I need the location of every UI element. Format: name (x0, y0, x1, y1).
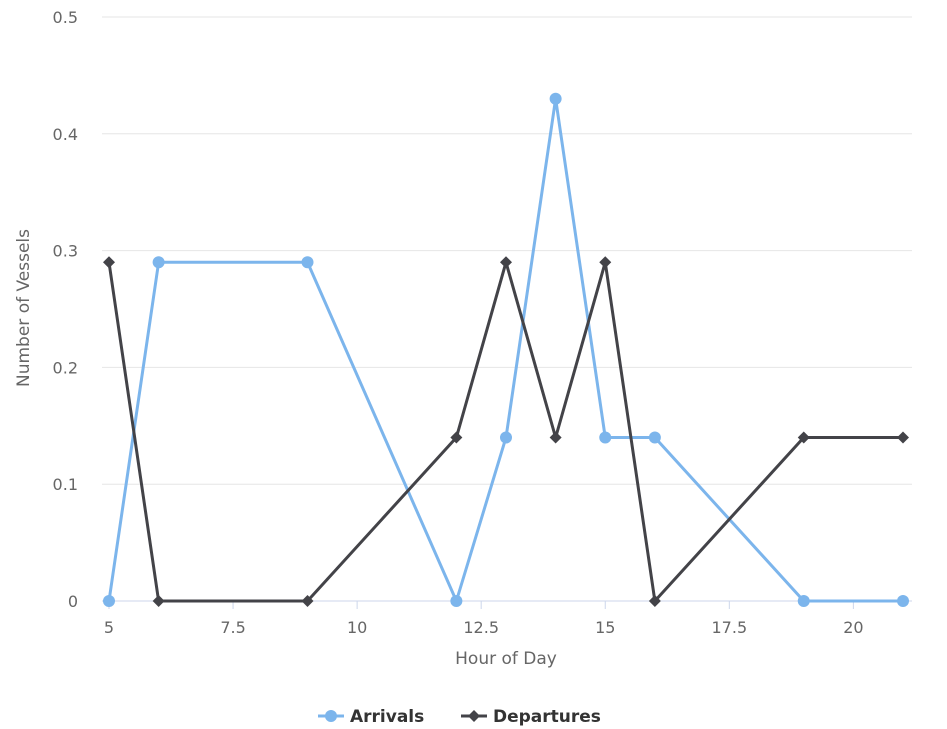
x-tick-label: 20 (843, 618, 863, 637)
y-tick-label: 0 (68, 592, 78, 611)
data-point (450, 595, 462, 607)
x-tick-label: 10 (347, 618, 367, 637)
x-tick-label: 5 (104, 618, 114, 637)
series-layer (103, 93, 909, 607)
legend-item-arrivals[interactable]: Arrivals (318, 707, 424, 727)
data-point (798, 595, 810, 607)
y-tick-label: 0.2 (53, 358, 78, 377)
data-point (550, 431, 562, 443)
legend-marker (325, 710, 337, 722)
x-axis-title: Hour of Day (455, 649, 557, 669)
data-point (599, 256, 611, 268)
series-line (109, 99, 903, 601)
data-point (649, 431, 661, 443)
x-tick-label: 7.5 (220, 618, 245, 637)
y-tick-label: 0.4 (53, 125, 78, 144)
data-point (550, 93, 562, 105)
data-point (500, 256, 512, 268)
data-point (897, 595, 909, 607)
data-point (500, 431, 512, 443)
grid-lines (102, 17, 912, 601)
x-tick-label: 12.5 (463, 618, 499, 637)
legend-marker (468, 710, 480, 722)
legend-label: Departures (493, 707, 601, 727)
data-point (897, 431, 909, 443)
y-axis-title: Number of Vessels (14, 229, 34, 387)
data-point (103, 256, 115, 268)
data-point (599, 431, 611, 443)
series-arrivals (103, 93, 909, 607)
x-tick-label: 17.5 (712, 618, 748, 637)
y-tick-label: 0.1 (53, 475, 78, 494)
legend-item-departures[interactable]: Departures (461, 707, 601, 727)
y-axis-ticks: 0 0.1 0.2 0.3 0.4 0.5 (53, 8, 78, 611)
x-axis: 5 7.5 10 12.5 15 17.5 20 (104, 601, 864, 637)
legend-label: Arrivals (350, 707, 424, 727)
data-point (302, 256, 314, 268)
y-tick-label: 0.5 (53, 8, 78, 27)
y-tick-label: 0.3 (53, 242, 78, 261)
data-point (153, 256, 165, 268)
legend: Arrivals Departures (318, 707, 601, 727)
data-point (103, 595, 115, 607)
data-point (153, 595, 165, 607)
x-tick-label: 15 (595, 618, 615, 637)
